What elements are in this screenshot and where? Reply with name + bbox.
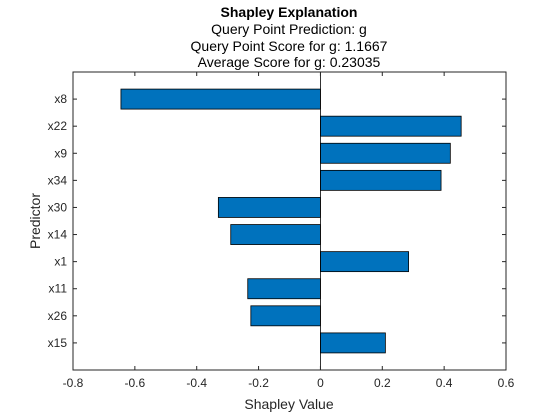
plot-frame bbox=[72, 71, 507, 371]
chart-subtitle-query-score: Query Point Score for g: 1.1667 bbox=[191, 38, 388, 54]
y-tick-label-x34: x34 bbox=[48, 173, 68, 187]
bar-x22 bbox=[320, 115, 462, 137]
y-tick-label-x22: x22 bbox=[48, 119, 68, 133]
bar-x14 bbox=[230, 224, 321, 245]
bar-x34 bbox=[320, 169, 442, 191]
x-tick-label: 0.4 bbox=[436, 376, 453, 390]
chart-title: Shapley Explanation bbox=[221, 4, 358, 20]
bar-x11 bbox=[247, 278, 321, 300]
y-tick-label-x15: x15 bbox=[48, 336, 68, 350]
bar-x8 bbox=[120, 88, 321, 110]
x-axis-ticks: -0.8 -0.6 -0.4 -0.2 0 0.2 0.4 0.6 bbox=[63, 72, 515, 390]
chart-subtitle-prediction: Query Point Prediction: g bbox=[211, 21, 367, 37]
y-tick-label-x9: x9 bbox=[54, 146, 67, 160]
x-tick-label: -0.4 bbox=[186, 376, 207, 390]
bar-x15 bbox=[320, 332, 386, 354]
chart-subtitle-average-score: Average Score for g: 0.23035 bbox=[198, 54, 381, 70]
bar-x26 bbox=[250, 305, 321, 327]
y-tick-label-x26: x26 bbox=[48, 309, 68, 323]
x-tick-label: 0.2 bbox=[374, 376, 391, 390]
y-tick-label-x14: x14 bbox=[48, 228, 68, 242]
y-tick-label-x1: x1 bbox=[54, 255, 67, 269]
x-axis-label: Shapley Value bbox=[244, 396, 333, 412]
x-tick-label: 0.6 bbox=[498, 376, 515, 390]
y-axis-label: Predictor bbox=[27, 193, 43, 249]
bar-x1 bbox=[320, 251, 409, 273]
y-tick-label-x11: x11 bbox=[49, 282, 68, 296]
bar-x30 bbox=[217, 197, 321, 218]
x-tick-label: 0 bbox=[317, 376, 324, 390]
y-axis-ticks: x8 x22 x9 x34 x30 x14 x1 x11 x26 x15 bbox=[48, 92, 506, 350]
bar-x9 bbox=[320, 142, 451, 164]
x-tick-label: -0.6 bbox=[125, 376, 146, 390]
y-tick-label-x30: x30 bbox=[48, 200, 68, 214]
x-tick-label: -0.2 bbox=[248, 376, 269, 390]
x-tick-label: -0.8 bbox=[63, 376, 84, 390]
y-tick-label-x8: x8 bbox=[54, 92, 67, 106]
